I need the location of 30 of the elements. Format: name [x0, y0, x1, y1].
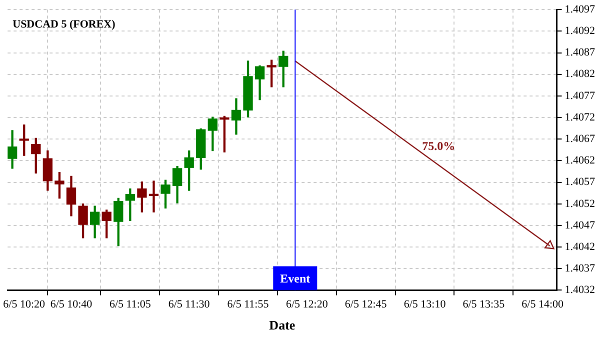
- x-tick-label: 6/5 13:10: [404, 298, 446, 311]
- y-tick-label: 1.4042: [564, 240, 595, 253]
- candlestick: [148, 180, 159, 212]
- ref-line-label: Event: [280, 271, 310, 286]
- y-tick-label: 1.4032: [564, 284, 595, 296]
- x-tick-label: 6/5 10:20: [3, 298, 46, 311]
- y-tick-label: 1.4072: [564, 111, 595, 124]
- candlestick: [125, 188, 136, 222]
- y-tick-label: 1.4067: [564, 133, 596, 145]
- x-tick-label: 6/5 12:45: [344, 298, 388, 311]
- y-tick-label: 1.4082: [564, 68, 595, 80]
- x-axis-title: Date: [269, 318, 296, 333]
- y-tick-label: 1.4087: [564, 46, 596, 59]
- y-tick-label: 1.4037: [564, 262, 596, 275]
- annotation: 75.0%: [422, 139, 456, 154]
- y-tick-label: 1.4062: [564, 154, 595, 167]
- text: USDCAD 5 (FOREX): [12, 18, 116, 30]
- y-tick-label: 1.4092: [564, 25, 595, 38]
- y-tick-label: 1.4052: [564, 198, 595, 210]
- x-tick-label: 6/5 11:05: [109, 298, 152, 311]
- x-tick-label: 6/5 13:35: [462, 298, 506, 311]
- y-tick-label: 1.4047: [564, 219, 596, 232]
- x-tick-label: 6/5 11:30: [168, 298, 210, 311]
- x-tick-label: 6/5 11:55: [227, 298, 270, 311]
- x-tick-label: 6/5 12:20: [286, 298, 328, 311]
- x-tick-label: 6/5 10:40: [50, 298, 93, 311]
- x-tick-label: 6/5 14:00: [522, 298, 564, 311]
- y-tick-label: 1.4097: [564, 3, 596, 16]
- y-tick-label: 1.4077: [564, 90, 596, 102]
- y-tick-label: 1.4057: [564, 176, 596, 188]
